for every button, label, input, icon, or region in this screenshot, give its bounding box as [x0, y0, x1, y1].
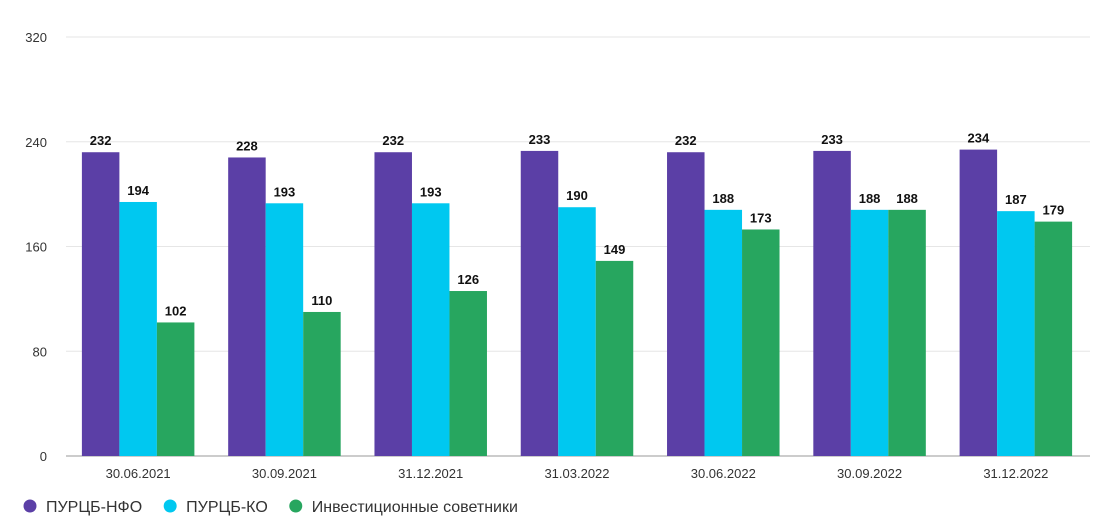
- data-label: 187: [1005, 192, 1027, 207]
- bar: [813, 150, 851, 456]
- x-tick-label: 31.12.2022: [983, 466, 1048, 481]
- x-tick-label: 31.12.2021: [398, 466, 463, 481]
- data-label: 232: [382, 133, 404, 148]
- data-label: 193: [420, 184, 442, 199]
- legend-label: ПУРЦБ-НФО: [46, 499, 142, 516]
- legend-marker: [23, 499, 37, 513]
- data-label: 193: [274, 184, 296, 199]
- data-label: 188: [896, 191, 918, 206]
- bar: [520, 150, 559, 456]
- bar: [374, 152, 412, 456]
- data-label: 179: [1043, 203, 1065, 218]
- data-label: 173: [750, 210, 772, 225]
- bar: [558, 207, 596, 456]
- bar: [449, 291, 487, 456]
- x-tick-label: 30.09.2021: [252, 466, 317, 481]
- y-tick-label: 0: [40, 449, 47, 464]
- data-labels: 232 194 102 228 193 110 232 193 126 233 190 149 232 1…: [90, 131, 1064, 319]
- data-label: 234: [968, 131, 990, 146]
- bar: [303, 311, 341, 456]
- bars: [81, 149, 1073, 456]
- bar: [850, 209, 889, 456]
- bar: [704, 209, 743, 456]
- data-label: 232: [675, 133, 697, 148]
- bar: [411, 203, 450, 456]
- data-label: 102: [165, 303, 187, 318]
- bar: [595, 260, 634, 456]
- y-tick-label: 160: [25, 240, 47, 255]
- data-label: 233: [821, 132, 843, 147]
- bar: [156, 322, 195, 456]
- bar: [1034, 221, 1073, 456]
- data-label: 126: [457, 272, 479, 287]
- data-label: 188: [712, 191, 734, 206]
- bar: [265, 203, 304, 456]
- x-tick-label: 30.06.2022: [691, 466, 756, 481]
- y-tick-label: 320: [25, 30, 47, 45]
- y-axis-ticks: 0 80 160 240 320: [25, 30, 47, 464]
- x-tick-label: 30.06.2021: [106, 466, 171, 481]
- bar: [119, 201, 157, 456]
- x-axis-ticks: 30.06.2021 30.09.2021 31.12.2021 31.03.2022…: [106, 466, 1049, 481]
- bar: [81, 152, 120, 456]
- data-label: 188: [859, 191, 881, 206]
- data-label: 232: [90, 133, 112, 148]
- bar: [667, 152, 705, 456]
- legend: ПУРЦБ-НФО ПУРЦБ-КО Инвестиционные советник…: [23, 499, 518, 516]
- legend-label: Инвестиционные советники: [312, 499, 518, 516]
- bar: [997, 211, 1035, 456]
- bar: [742, 229, 780, 456]
- data-label: 233: [529, 132, 551, 147]
- y-tick-label: 80: [33, 344, 47, 359]
- x-tick-label: 31.03.2022: [544, 466, 609, 481]
- bar: [888, 209, 926, 456]
- bar: [959, 149, 998, 456]
- bar: [228, 157, 266, 456]
- legend-label: ПУРЦБ-КО: [186, 499, 268, 516]
- data-label: 149: [604, 242, 626, 257]
- legend-marker: [163, 499, 177, 513]
- legend-marker: [289, 499, 303, 513]
- y-tick-label: 240: [25, 135, 47, 150]
- x-tick-label: 30.09.2022: [837, 466, 902, 481]
- data-label: 110: [311, 293, 332, 308]
- data-label: 190: [566, 188, 588, 203]
- data-label: 228: [236, 138, 258, 153]
- data-label: 194: [127, 183, 149, 198]
